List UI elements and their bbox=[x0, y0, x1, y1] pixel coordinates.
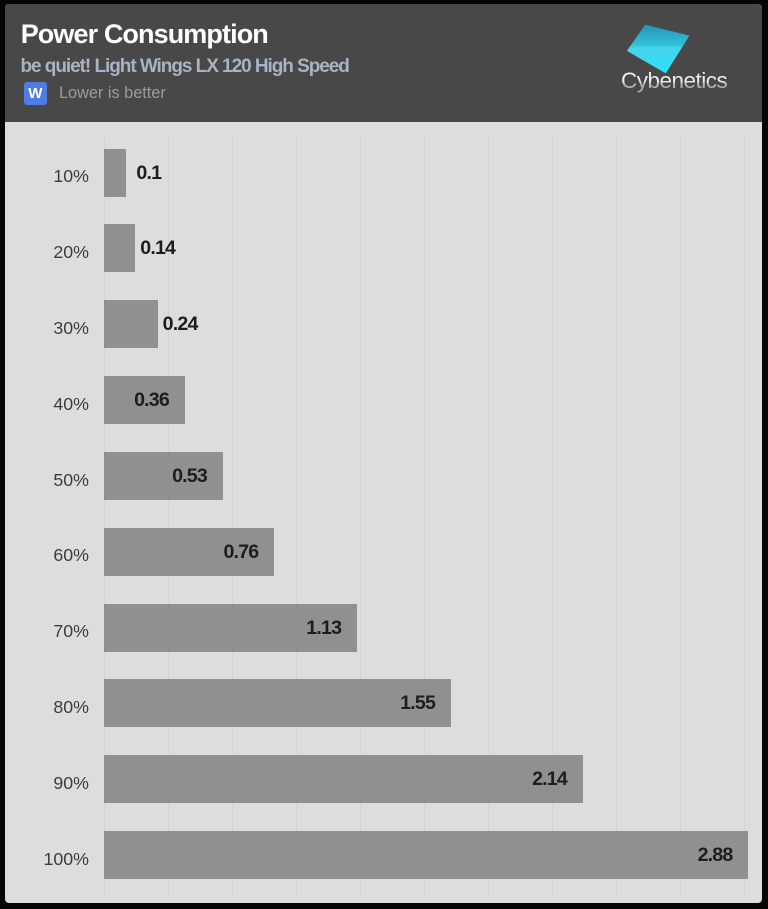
svg-text:Cybenetics: Cybenetics bbox=[621, 68, 728, 93]
